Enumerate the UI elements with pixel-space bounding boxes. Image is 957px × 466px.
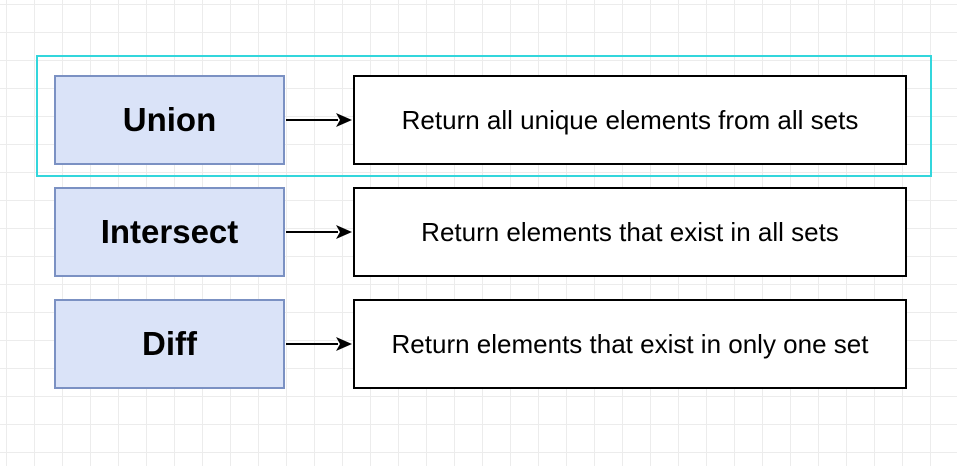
description-text-diff: Return elements that exist in only one s… — [391, 328, 869, 359]
description-text-union: Return all unique elements from all sets — [401, 104, 859, 135]
term-label-diff: Diff — [142, 325, 197, 362]
arrow-right-icon — [286, 113, 352, 127]
arrow-right-icon — [286, 337, 352, 351]
term-box-union: Union — [54, 75, 285, 165]
term-label-union: Union — [122, 101, 217, 138]
description-box-union: Return all unique elements from all sets — [353, 75, 907, 165]
term-label-intersect: Intersect — [100, 213, 239, 250]
arrow-right-icon — [286, 225, 352, 239]
description-box-intersect: Return elements that exist in all sets — [353, 187, 907, 277]
description-box-diff: Return elements that exist in only one s… — [353, 299, 907, 389]
term-box-diff: Diff — [54, 299, 285, 389]
description-text-intersect: Return elements that exist in all sets — [421, 216, 839, 247]
term-box-intersect: Intersect — [54, 187, 285, 277]
union-row-highlight — [36, 55, 932, 177]
